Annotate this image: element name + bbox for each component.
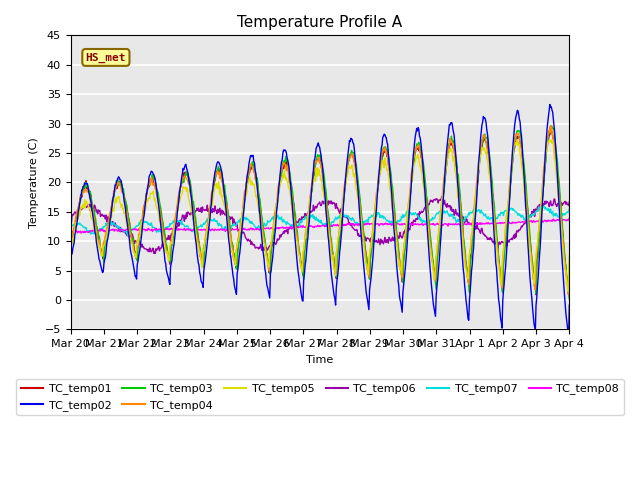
TC_temp04 [67, 239, 74, 245]
Line: TC_temp05: TC_temp05 [70, 140, 570, 292]
TC_temp02 [204, 234, 212, 240]
TC_temp06 [438, 194, 445, 200]
TC_temp03 [380, 146, 388, 152]
TC_temp06 [179, 213, 186, 218]
Text: HS_met: HS_met [86, 52, 126, 62]
Line: TC_temp02: TC_temp02 [70, 105, 570, 337]
TC_temp03 [127, 230, 135, 236]
TC_temp05 [76, 213, 84, 219]
TC_temp01 [127, 230, 135, 236]
TC_temp03 [204, 225, 212, 231]
TC_temp05 [545, 137, 553, 143]
TC_temp07 [124, 233, 131, 239]
TC_temp07 [566, 206, 573, 212]
TC_temp07 [381, 215, 388, 220]
Line: TC_temp04: TC_temp04 [70, 125, 570, 295]
TC_temp02 [76, 201, 84, 207]
TC_temp03 [67, 253, 74, 259]
TC_temp08 [178, 227, 186, 232]
TC_temp06 [396, 234, 403, 240]
TC_temp05 [178, 192, 186, 198]
TC_temp04 [380, 146, 388, 152]
TC_temp03 [566, 297, 573, 302]
X-axis label: Time: Time [307, 355, 333, 365]
TC_temp08 [127, 227, 135, 233]
TC_temp04 [76, 198, 84, 204]
TC_temp05 [67, 245, 74, 251]
TC_temp08 [566, 216, 573, 222]
TC_temp07 [179, 221, 186, 227]
TC_temp06 [566, 199, 573, 204]
TC_temp08 [67, 230, 74, 236]
TC_temp02 [395, 282, 403, 288]
TC_temp01 [564, 292, 572, 298]
TC_temp06 [152, 251, 159, 256]
TC_temp07 [67, 224, 74, 229]
TC_temp06 [76, 207, 84, 213]
TC_temp06 [381, 235, 388, 240]
TC_temp01 [67, 243, 74, 249]
Title: Temperature Profile A: Temperature Profile A [237, 15, 403, 30]
TC_temp04 [395, 255, 403, 261]
Y-axis label: Temperature (C): Temperature (C) [29, 137, 39, 228]
TC_temp08 [76, 229, 84, 235]
TC_temp08 [564, 216, 572, 222]
TC_temp03 [178, 180, 186, 186]
TC_temp04 [178, 176, 186, 182]
TC_temp04 [204, 217, 212, 223]
Line: TC_temp01: TC_temp01 [70, 131, 570, 295]
TC_temp01 [547, 128, 554, 133]
TC_temp01 [395, 250, 403, 256]
TC_temp07 [541, 203, 548, 209]
TC_temp02 [566, 302, 573, 308]
Line: TC_temp08: TC_temp08 [70, 219, 570, 233]
TC_temp03 [76, 200, 84, 206]
TC_temp08 [395, 221, 403, 227]
TC_temp04 [566, 258, 573, 264]
TC_temp07 [205, 218, 212, 224]
TC_temp04 [564, 292, 572, 298]
Line: TC_temp06: TC_temp06 [70, 197, 570, 253]
TC_temp01 [204, 219, 212, 225]
TC_temp06 [127, 233, 135, 239]
TC_temp05 [127, 240, 135, 246]
Legend: TC_temp01, TC_temp02, TC_temp03, TC_temp04, TC_temp05, TC_temp06, TC_temp07, TC_: TC_temp01, TC_temp02, TC_temp03, TC_temp… [16, 379, 624, 415]
TC_temp01 [380, 148, 388, 154]
TC_temp01 [566, 265, 573, 271]
TC_temp02 [380, 132, 388, 137]
TC_temp04 [127, 233, 135, 239]
TC_temp02 [67, 257, 74, 263]
TC_temp07 [76, 220, 84, 226]
TC_temp01 [178, 181, 186, 187]
TC_temp05 [564, 289, 572, 295]
TC_temp08 [204, 226, 212, 231]
TC_temp07 [396, 219, 403, 225]
TC_temp05 [380, 165, 388, 171]
TC_temp05 [566, 252, 573, 258]
TC_temp02 [178, 175, 186, 180]
TC_temp03 [547, 123, 554, 129]
TC_temp04 [547, 122, 555, 128]
TC_temp06 [67, 211, 74, 216]
Line: TC_temp03: TC_temp03 [70, 126, 570, 300]
TC_temp05 [395, 263, 403, 269]
TC_temp03 [395, 248, 403, 253]
TC_temp06 [205, 206, 212, 212]
TC_temp02 [127, 251, 135, 256]
TC_temp02 [564, 334, 572, 340]
TC_temp07 [128, 228, 136, 233]
TC_temp02 [546, 102, 554, 108]
TC_temp01 [76, 199, 84, 204]
TC_temp08 [380, 221, 388, 227]
Line: TC_temp07: TC_temp07 [70, 206, 570, 236]
TC_temp05 [204, 223, 212, 229]
